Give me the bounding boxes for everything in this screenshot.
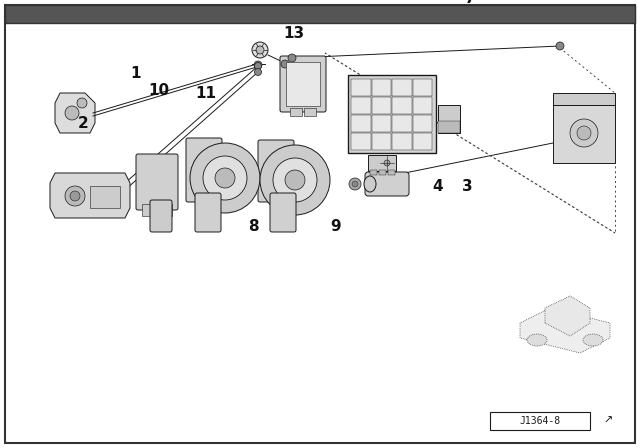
Text: 3: 3 — [462, 178, 472, 194]
Circle shape — [570, 119, 598, 147]
Circle shape — [65, 186, 85, 206]
Bar — [392, 97, 412, 114]
Bar — [351, 133, 371, 150]
Circle shape — [288, 54, 296, 62]
FancyBboxPatch shape — [365, 172, 409, 196]
Bar — [290, 108, 302, 116]
FancyBboxPatch shape — [195, 193, 221, 232]
Text: 7: 7 — [465, 0, 476, 5]
Bar — [348, 75, 436, 153]
Text: 4: 4 — [432, 178, 443, 194]
Circle shape — [203, 156, 247, 200]
FancyBboxPatch shape — [150, 200, 172, 232]
Bar — [413, 115, 432, 132]
Circle shape — [215, 168, 235, 188]
Circle shape — [65, 106, 79, 120]
Bar — [371, 97, 391, 114]
Circle shape — [380, 156, 394, 170]
Ellipse shape — [527, 334, 547, 346]
Text: J1364-8: J1364-8 — [520, 416, 561, 426]
Ellipse shape — [583, 334, 603, 346]
FancyBboxPatch shape — [270, 193, 296, 232]
Bar — [371, 115, 391, 132]
FancyBboxPatch shape — [258, 140, 294, 202]
Bar — [351, 115, 371, 132]
Ellipse shape — [364, 176, 376, 192]
Circle shape — [273, 158, 317, 202]
Circle shape — [384, 160, 390, 166]
Bar — [351, 79, 371, 96]
Bar — [370, 170, 377, 175]
Text: 9: 9 — [330, 219, 340, 233]
Bar — [5, 5, 635, 23]
FancyBboxPatch shape — [186, 138, 222, 202]
Circle shape — [352, 181, 358, 187]
Bar — [388, 170, 395, 175]
Bar — [371, 133, 391, 150]
FancyBboxPatch shape — [136, 154, 178, 210]
Polygon shape — [50, 173, 130, 218]
Circle shape — [70, 191, 80, 201]
Circle shape — [281, 60, 289, 68]
Bar — [351, 97, 371, 114]
Circle shape — [256, 46, 264, 54]
Polygon shape — [545, 296, 590, 336]
Bar — [392, 79, 412, 96]
Bar — [90, 186, 120, 208]
Circle shape — [252, 42, 268, 58]
Bar — [371, 79, 391, 96]
Circle shape — [260, 145, 330, 215]
Polygon shape — [520, 308, 610, 353]
Bar — [553, 105, 615, 163]
Bar — [286, 62, 320, 106]
Text: 10: 10 — [148, 82, 169, 98]
Circle shape — [349, 178, 361, 190]
Bar — [392, 133, 412, 150]
Text: ↗: ↗ — [604, 416, 612, 426]
Circle shape — [190, 143, 260, 213]
Bar — [142, 204, 172, 216]
Bar — [368, 155, 396, 171]
Text: 13: 13 — [283, 26, 304, 40]
Circle shape — [556, 42, 564, 50]
Text: 11: 11 — [195, 86, 216, 100]
Text: 8: 8 — [248, 219, 259, 233]
Circle shape — [254, 61, 262, 69]
FancyBboxPatch shape — [280, 56, 326, 112]
Bar — [553, 93, 615, 105]
Bar — [490, 412, 590, 430]
Bar — [379, 170, 386, 175]
Bar — [413, 133, 432, 150]
Polygon shape — [55, 93, 95, 133]
Bar — [438, 121, 460, 133]
Bar — [438, 105, 460, 133]
Bar — [413, 97, 432, 114]
Bar — [413, 79, 432, 96]
Text: 1: 1 — [130, 65, 141, 81]
Circle shape — [285, 170, 305, 190]
Bar — [392, 115, 412, 132]
Circle shape — [77, 98, 87, 108]
Bar — [304, 108, 316, 116]
Circle shape — [577, 126, 591, 140]
Text: 2: 2 — [78, 116, 89, 130]
Circle shape — [255, 69, 262, 76]
Circle shape — [255, 63, 262, 69]
